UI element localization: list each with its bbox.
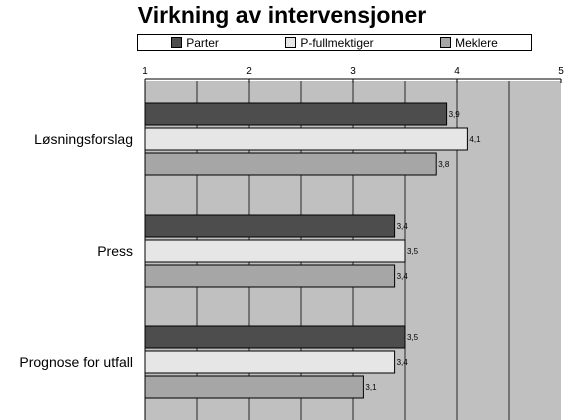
bar [144, 152, 437, 176]
bar [144, 375, 364, 399]
bar [144, 102, 448, 126]
x-tick-label: 5 [558, 66, 564, 77]
bar [144, 350, 396, 374]
data-label: 3,8 [438, 160, 450, 169]
legend-swatch-meklere [440, 37, 452, 48]
category-label: Prognose for utfall [19, 354, 133, 370]
x-tick-label: 4 [454, 66, 460, 77]
category-label: Løsningsforslag [34, 131, 133, 147]
bar [144, 325, 406, 349]
data-label: 3,4 [397, 272, 409, 281]
category-label: Press [97, 243, 133, 259]
data-label: 3,1 [365, 383, 377, 392]
legend: Parter P-fullmektiger Meklere [137, 34, 532, 51]
legend-entry-parter: Parter [171, 36, 219, 50]
bar [144, 214, 396, 238]
legend-entry-p-fullmektiger: P-fullmektiger [285, 35, 374, 50]
data-label: 3,5 [407, 247, 419, 256]
legend-entry-meklere: Meklere [440, 36, 498, 50]
data-label: 3,4 [397, 222, 409, 231]
legend-swatch-parter [171, 37, 183, 48]
data-label: 4,1 [469, 135, 481, 144]
bar [144, 127, 468, 151]
data-label: 3,4 [397, 358, 409, 367]
data-label: 3,5 [407, 333, 419, 342]
legend-label-p-fullmektiger: P-fullmektiger [300, 35, 374, 50]
bar [144, 264, 396, 288]
x-tick-label: 1 [142, 66, 148, 77]
x-tick-label: 2 [246, 66, 252, 77]
legend-label-parter: Parter [186, 35, 219, 50]
legend-swatch-p-fullmektiger [285, 37, 297, 48]
legend-label-meklere: Meklere [455, 35, 498, 50]
data-label: 3,9 [449, 110, 461, 119]
chart-title: Virkning av intervensjoner [137, 2, 427, 28]
x-tick-label: 3 [350, 66, 356, 77]
bar [144, 239, 406, 263]
